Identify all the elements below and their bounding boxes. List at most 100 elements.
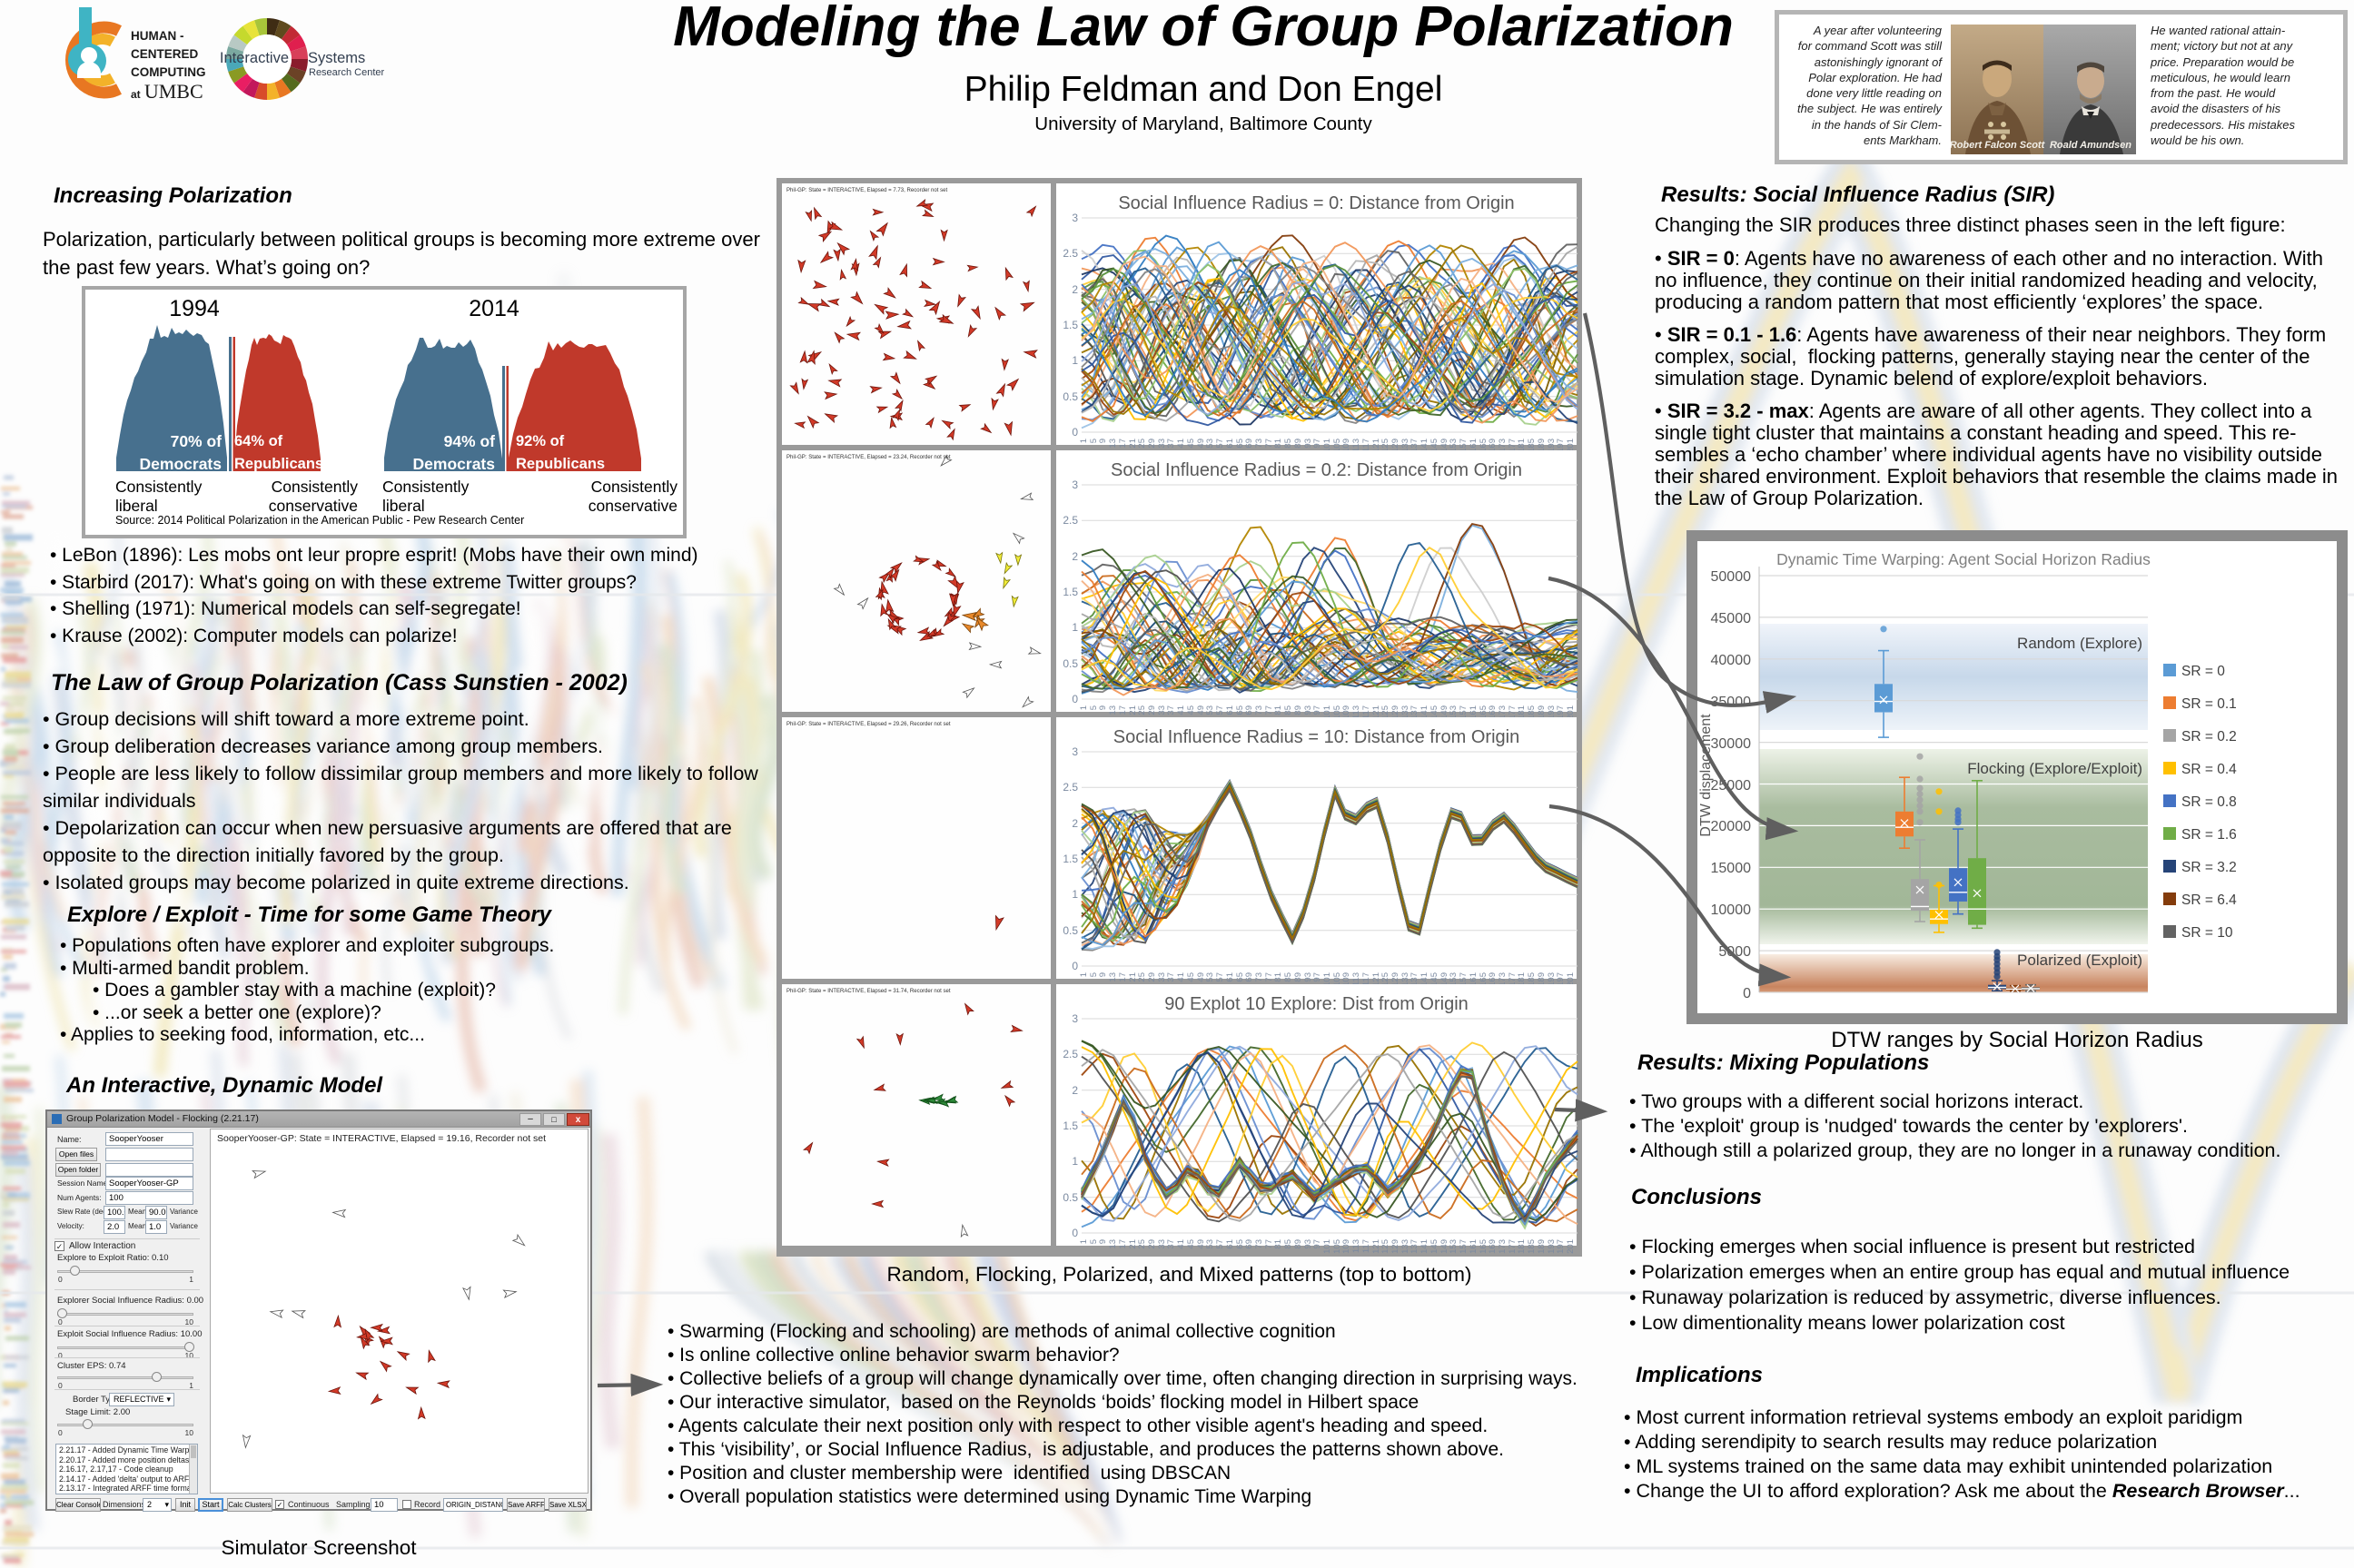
svg-text:Polarized (Exploit): Polarized (Exploit) [2017, 952, 2142, 969]
svg-text:SR = 10: SR = 10 [2181, 925, 2233, 941]
svg-text:41: 41 [1176, 705, 1186, 715]
svg-text:113: 113 [1351, 439, 1361, 452]
svg-text:189: 189 [1537, 705, 1547, 720]
svg-text:SR = 0.4: SR = 0.4 [2181, 762, 2237, 777]
svg-text:0: 0 [1072, 693, 1078, 705]
svg-text:SR = 0: SR = 0 [2181, 664, 2225, 679]
svg-text:1: 1 [1072, 1155, 1078, 1168]
svg-text:105: 105 [1332, 705, 1342, 720]
svg-text:201: 201 [1566, 439, 1576, 453]
svg-text:169: 169 [1488, 1239, 1498, 1254]
svg-text:145: 145 [1429, 972, 1439, 987]
svg-text:141: 141 [1419, 439, 1429, 453]
svg-text:153: 153 [1449, 439, 1459, 453]
svg-text:9: 9 [1098, 972, 1108, 977]
svg-text:29: 29 [1147, 972, 1157, 982]
svg-text:137: 137 [1409, 439, 1419, 453]
svg-text:73: 73 [1254, 439, 1264, 449]
svg-text:33: 33 [1157, 439, 1167, 449]
svg-text:153: 153 [1449, 1239, 1459, 1254]
svg-text:113: 113 [1351, 972, 1361, 986]
svg-text:53: 53 [1205, 705, 1215, 715]
svg-text:185: 185 [1527, 439, 1537, 453]
svg-text:SR = 0.8: SR = 0.8 [2181, 794, 2237, 810]
svg-text:SR = 6.4: SR = 6.4 [2181, 892, 2237, 908]
svg-text:2: 2 [1072, 817, 1078, 830]
svg-text:69: 69 [1244, 705, 1254, 715]
svg-text:65: 65 [1235, 1239, 1245, 1249]
svg-text:173: 173 [1498, 439, 1508, 453]
svg-text:21: 21 [1128, 439, 1138, 449]
svg-text:3: 3 [1072, 1012, 1078, 1025]
svg-text:SR = 0.2: SR = 0.2 [2181, 729, 2237, 745]
svg-text:37: 37 [1166, 439, 1176, 449]
svg-text:57: 57 [1215, 1239, 1225, 1249]
svg-text:53: 53 [1205, 1239, 1215, 1249]
svg-text:1: 1 [1079, 705, 1089, 710]
svg-text:149: 149 [1439, 705, 1449, 720]
svg-text:77: 77 [1264, 439, 1274, 449]
svg-text:40000: 40000 [1711, 653, 1752, 668]
svg-text:41: 41 [1176, 1239, 1186, 1249]
svg-text:53: 53 [1205, 439, 1215, 449]
svg-text:17: 17 [1118, 1239, 1128, 1249]
svg-text:89: 89 [1293, 439, 1303, 449]
svg-text:0: 0 [1072, 426, 1078, 439]
svg-text:185: 185 [1527, 705, 1537, 720]
svg-text:157: 157 [1459, 1239, 1469, 1254]
svg-text:129: 129 [1390, 439, 1400, 453]
svg-text:105: 105 [1332, 972, 1342, 987]
svg-text:50000: 50000 [1711, 569, 1752, 585]
svg-text:49: 49 [1196, 1239, 1206, 1249]
svg-text:69: 69 [1244, 972, 1254, 982]
svg-text:49: 49 [1196, 439, 1206, 449]
svg-text:5: 5 [1089, 439, 1099, 443]
svg-text:113: 113 [1351, 1239, 1361, 1253]
svg-text:149: 149 [1439, 972, 1449, 987]
svg-text:13: 13 [1108, 1239, 1118, 1249]
svg-text:113: 113 [1351, 705, 1361, 719]
svg-text:0.5: 0.5 [1063, 657, 1078, 670]
svg-text:197: 197 [1556, 1239, 1566, 1254]
svg-text:137: 137 [1409, 1239, 1419, 1254]
svg-text:81: 81 [1273, 1239, 1283, 1249]
svg-text:33: 33 [1157, 972, 1167, 982]
svg-text:1.5: 1.5 [1063, 586, 1078, 598]
svg-text:121: 121 [1371, 439, 1381, 453]
svg-text:197: 197 [1556, 439, 1566, 453]
svg-text:101: 101 [1322, 1239, 1332, 1254]
svg-text:149: 149 [1439, 1239, 1449, 1254]
svg-text:117: 117 [1361, 972, 1371, 986]
svg-text:Flocking (Explore/Exploit): Flocking (Explore/Exploit) [1967, 760, 2142, 777]
svg-text:3: 3 [1072, 745, 1078, 758]
svg-text:29: 29 [1147, 705, 1157, 715]
svg-text:85: 85 [1283, 705, 1293, 715]
svg-text:13: 13 [1108, 705, 1118, 715]
svg-text:1.5: 1.5 [1063, 853, 1078, 865]
svg-text:1.5: 1.5 [1063, 1119, 1078, 1132]
svg-text:1: 1 [1072, 888, 1078, 901]
svg-text:133: 133 [1400, 705, 1410, 720]
svg-text:141: 141 [1419, 972, 1429, 987]
svg-text:165: 165 [1479, 1239, 1489, 1254]
svg-text:5: 5 [1089, 972, 1099, 977]
svg-text:193: 193 [1547, 1239, 1557, 1254]
svg-text:125: 125 [1380, 972, 1390, 987]
svg-text:30000: 30000 [1711, 736, 1752, 752]
svg-text:105: 105 [1332, 1239, 1342, 1254]
svg-text:97: 97 [1312, 972, 1322, 982]
svg-text:141: 141 [1419, 705, 1429, 720]
svg-text:117: 117 [1361, 1239, 1371, 1253]
svg-text:89: 89 [1293, 705, 1303, 715]
svg-text:109: 109 [1341, 705, 1351, 720]
svg-text:197: 197 [1556, 972, 1566, 987]
svg-text:125: 125 [1380, 705, 1390, 720]
svg-text:61: 61 [1225, 705, 1235, 715]
svg-text:77: 77 [1264, 1239, 1274, 1249]
svg-text:181: 181 [1517, 972, 1527, 987]
svg-text:73: 73 [1254, 1239, 1264, 1249]
svg-text:109: 109 [1341, 972, 1351, 987]
svg-text:97: 97 [1312, 705, 1322, 715]
svg-text:61: 61 [1225, 972, 1235, 982]
svg-text:2.5: 2.5 [1063, 247, 1078, 260]
